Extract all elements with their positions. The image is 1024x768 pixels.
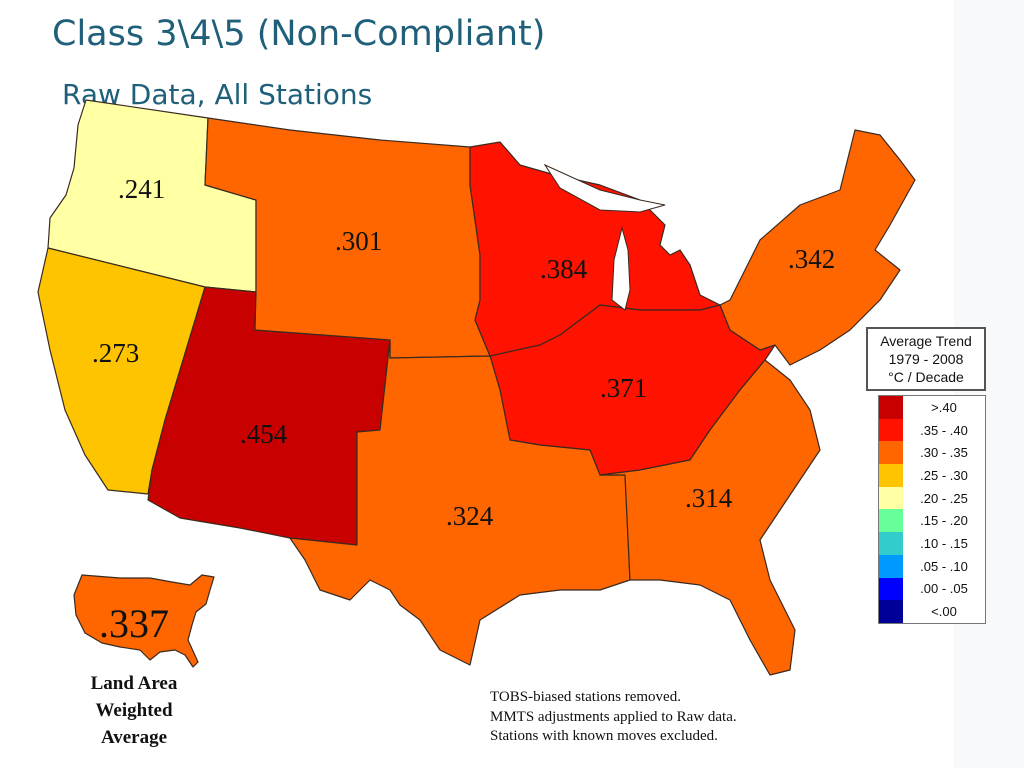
inset-us-map (73, 574, 215, 668)
legend-swatch (879, 600, 903, 623)
legend-swatch (879, 486, 903, 510)
legend-label: >.40 (931, 399, 957, 415)
legend-label: .20 - .25 (920, 490, 968, 506)
legend-label: .10 - .15 (920, 535, 968, 551)
note-line-3: Stations with known moves excluded. (490, 728, 718, 744)
legend-swatch (879, 441, 903, 465)
legend-row: .00 - .05 (879, 577, 985, 601)
region-southeast (599, 359, 821, 676)
legend-row: >.40 (879, 396, 985, 419)
region-value-label: .384 (540, 254, 588, 284)
national-average-caption: Land Area Weighted Average (66, 670, 202, 751)
legend-swatch (879, 396, 903, 419)
note-line-1: TOBS-biased stations removed. (490, 689, 681, 705)
region-south (289, 339, 631, 666)
region-value-label: .241 (118, 174, 165, 204)
national-average-value: .337 (99, 601, 169, 646)
legend-title-line-1: Average Trend (880, 333, 972, 349)
note-line-2: MMTS adjustments applied to Raw data. (490, 708, 737, 725)
region-value-label: .314 (685, 483, 733, 513)
legend-row: <.00 (879, 600, 985, 623)
region-value-label: .273 (92, 338, 139, 368)
legend: Average Trend 1979 - 2008 °C / Decade >.… (866, 327, 986, 624)
region-northeast (719, 129, 916, 366)
legend-swatch (879, 554, 903, 578)
legend-title-line-2: 1979 - 2008 (888, 351, 964, 367)
region-value-label: .371 (600, 373, 647, 403)
legend-label: .15 - .20 (920, 513, 968, 529)
legend-swatch (879, 509, 903, 533)
region-value-label: .324 (446, 501, 494, 531)
legend-label: .25 - .30 (920, 467, 968, 483)
legend-row: .20 - .25 (879, 486, 985, 510)
legend-swatch (879, 577, 903, 601)
legend-row: .30 - .35 (879, 441, 985, 465)
legend-swatch (879, 532, 903, 555)
legend-swatch (879, 418, 903, 442)
legend-row: .10 - .15 (879, 532, 985, 555)
legend-swatch (879, 464, 903, 487)
lake-michigan (611, 226, 631, 311)
legend-row: .35 - .40 (879, 418, 985, 442)
legend-row: .25 - .30 (879, 464, 985, 487)
methodology-notes: TOBS-biased stations removed. MMTS adjus… (490, 688, 737, 747)
slide-title: Class 3\4\5 (Non-Compliant) (52, 14, 546, 54)
legend-label: .00 - .05 (920, 581, 968, 597)
legend-label: .05 - .10 (920, 558, 968, 574)
caption-line-2: Weighted (95, 700, 173, 721)
legend-title: Average Trend 1979 - 2008 °C / Decade (866, 327, 986, 391)
legend-row: .15 - .20 (879, 509, 985, 533)
lake-superior (543, 163, 666, 213)
legend-label: .30 - .35 (920, 445, 968, 461)
region-value-label: .301 (335, 226, 382, 256)
legend-title-line-3: °C / Decade (888, 369, 964, 385)
caption-line-1: Land Area (90, 673, 178, 694)
caption-line-3: Average (100, 727, 168, 748)
region-value-label: .342 (788, 244, 835, 274)
region-value-label: .454 (240, 419, 288, 449)
legend-row: .05 - .10 (879, 554, 985, 578)
legend-label: <.00 (931, 604, 957, 620)
legend-scale: >.40 .35 - .40 .30 - .35 .25 - .30 .20 - .25… (878, 395, 986, 624)
legend-label: .35 - .40 (920, 422, 968, 438)
